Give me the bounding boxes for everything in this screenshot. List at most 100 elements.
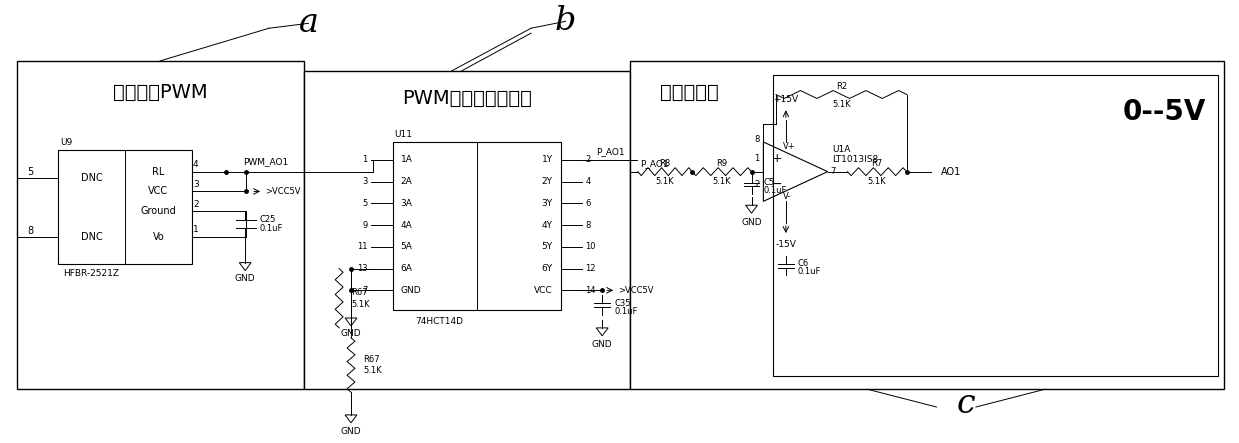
Text: 5.1K: 5.1K bbox=[351, 299, 369, 309]
Text: C5: C5 bbox=[763, 178, 774, 187]
Text: 二阶滤波器: 二阶滤波器 bbox=[660, 83, 719, 102]
Text: RL: RL bbox=[152, 167, 165, 177]
Text: 13: 13 bbox=[357, 264, 368, 273]
Text: V+: V+ bbox=[783, 142, 795, 152]
Text: 3: 3 bbox=[363, 177, 368, 186]
Bar bbox=[773, 75, 1218, 377]
Text: P_AO1: P_AO1 bbox=[596, 148, 624, 156]
Text: 0.1uF: 0.1uF bbox=[615, 307, 637, 315]
Text: P_AO1: P_AO1 bbox=[639, 159, 668, 168]
Text: 5.1K: 5.1K bbox=[363, 366, 382, 375]
Text: >VCC5V: >VCC5V bbox=[265, 187, 301, 196]
Text: 1: 1 bbox=[363, 155, 368, 164]
Text: 9: 9 bbox=[363, 221, 368, 229]
Text: 6Y: 6Y bbox=[541, 264, 553, 273]
Text: b: b bbox=[555, 5, 576, 37]
Text: R67: R67 bbox=[351, 288, 368, 297]
Text: 3Y: 3Y bbox=[541, 199, 553, 208]
Text: 1A: 1A bbox=[400, 155, 413, 164]
Text: 8: 8 bbox=[585, 221, 591, 229]
Text: 10: 10 bbox=[585, 242, 596, 251]
Text: AO1: AO1 bbox=[942, 167, 961, 177]
Text: GND: GND bbox=[400, 286, 421, 295]
Text: V-: V- bbox=[783, 192, 792, 201]
Text: >VCC5V: >VCC5V bbox=[618, 286, 653, 295]
Text: GND: GND bbox=[341, 427, 362, 436]
Text: 1: 1 bbox=[755, 154, 760, 163]
Text: 4: 4 bbox=[585, 177, 591, 186]
Text: a: a bbox=[299, 7, 318, 39]
Text: VCC: VCC bbox=[534, 286, 553, 295]
Text: U11: U11 bbox=[394, 129, 413, 139]
Text: 14: 14 bbox=[585, 286, 596, 295]
Text: LT1013IS8: LT1013IS8 bbox=[833, 155, 878, 164]
Text: c: c bbox=[957, 388, 975, 420]
Text: 5.1K: 5.1K bbox=[867, 177, 886, 186]
Text: 0.1uF: 0.1uF bbox=[763, 186, 787, 195]
Text: 4: 4 bbox=[193, 160, 198, 169]
Text: GND: GND bbox=[741, 218, 762, 226]
Text: 0.1uF: 0.1uF bbox=[798, 267, 821, 276]
Text: U1A: U1A bbox=[833, 145, 851, 155]
Text: R8: R8 bbox=[659, 159, 670, 168]
Text: 3A: 3A bbox=[400, 199, 413, 208]
Text: U9: U9 bbox=[61, 139, 73, 148]
Text: 2A: 2A bbox=[400, 177, 413, 186]
Text: 0.1uF: 0.1uF bbox=[259, 225, 282, 233]
Text: 5Y: 5Y bbox=[541, 242, 553, 251]
Text: 7: 7 bbox=[830, 167, 836, 176]
Text: 5.1K: 5.1K bbox=[712, 177, 731, 186]
Text: 5A: 5A bbox=[400, 242, 413, 251]
Text: 4A: 4A bbox=[400, 221, 413, 229]
Text: 2Y: 2Y bbox=[541, 177, 553, 186]
Text: R7: R7 bbox=[871, 159, 882, 168]
Text: PWM信号整形与反相: PWM信号整形与反相 bbox=[401, 89, 532, 108]
Text: 2: 2 bbox=[585, 155, 591, 164]
Text: VCC: VCC bbox=[149, 187, 169, 196]
Bar bbox=[17, 61, 304, 389]
Text: 5.1K: 5.1K bbox=[655, 177, 674, 186]
Text: 5: 5 bbox=[363, 199, 368, 208]
Text: Vo: Vo bbox=[152, 232, 165, 242]
Text: 11: 11 bbox=[357, 242, 368, 251]
Text: R2: R2 bbox=[836, 82, 847, 91]
Text: 6: 6 bbox=[585, 199, 591, 208]
Text: +: + bbox=[772, 152, 782, 165]
Text: 8: 8 bbox=[27, 226, 33, 236]
Text: 7: 7 bbox=[363, 286, 368, 295]
Text: 8: 8 bbox=[755, 135, 760, 144]
Text: C25: C25 bbox=[259, 214, 275, 224]
Text: 12: 12 bbox=[585, 264, 596, 273]
Text: R67: R67 bbox=[363, 354, 379, 364]
Bar bbox=[58, 150, 192, 264]
Text: +15V: +15V bbox=[773, 95, 798, 104]
Text: PWM_AO1: PWM_AO1 bbox=[243, 157, 289, 166]
Text: 1: 1 bbox=[193, 225, 198, 234]
Bar bbox=[304, 71, 629, 389]
Bar bbox=[629, 61, 1224, 389]
Text: 4Y: 4Y bbox=[541, 221, 553, 229]
Text: 光纤接收PWM: 光纤接收PWM bbox=[113, 83, 207, 102]
Text: DNC: DNC bbox=[81, 232, 103, 242]
Text: Ground: Ground bbox=[140, 206, 176, 216]
Text: 5.1K: 5.1K bbox=[833, 100, 851, 109]
Text: DNC: DNC bbox=[81, 173, 103, 183]
Text: C6: C6 bbox=[798, 259, 809, 268]
Bar bbox=[393, 142, 561, 310]
Text: -15V: -15V bbox=[776, 240, 797, 249]
Text: 5: 5 bbox=[27, 167, 33, 177]
Text: 6A: 6A bbox=[400, 264, 413, 273]
Text: GND: GND bbox=[592, 340, 612, 349]
Text: GND: GND bbox=[341, 329, 362, 338]
Text: −: − bbox=[772, 178, 782, 191]
Text: 2: 2 bbox=[755, 180, 760, 189]
Text: 1Y: 1Y bbox=[541, 155, 553, 164]
Text: R9: R9 bbox=[716, 159, 727, 168]
Text: 74HCT14D: 74HCT14D bbox=[415, 318, 463, 326]
Text: HFBR-2521Z: HFBR-2521Z bbox=[63, 269, 119, 278]
Text: C35: C35 bbox=[615, 299, 631, 308]
Text: GND: GND bbox=[235, 274, 255, 283]
Text: 0--5V: 0--5V bbox=[1123, 98, 1206, 126]
Text: 3: 3 bbox=[193, 180, 198, 189]
Text: 2: 2 bbox=[193, 200, 198, 209]
